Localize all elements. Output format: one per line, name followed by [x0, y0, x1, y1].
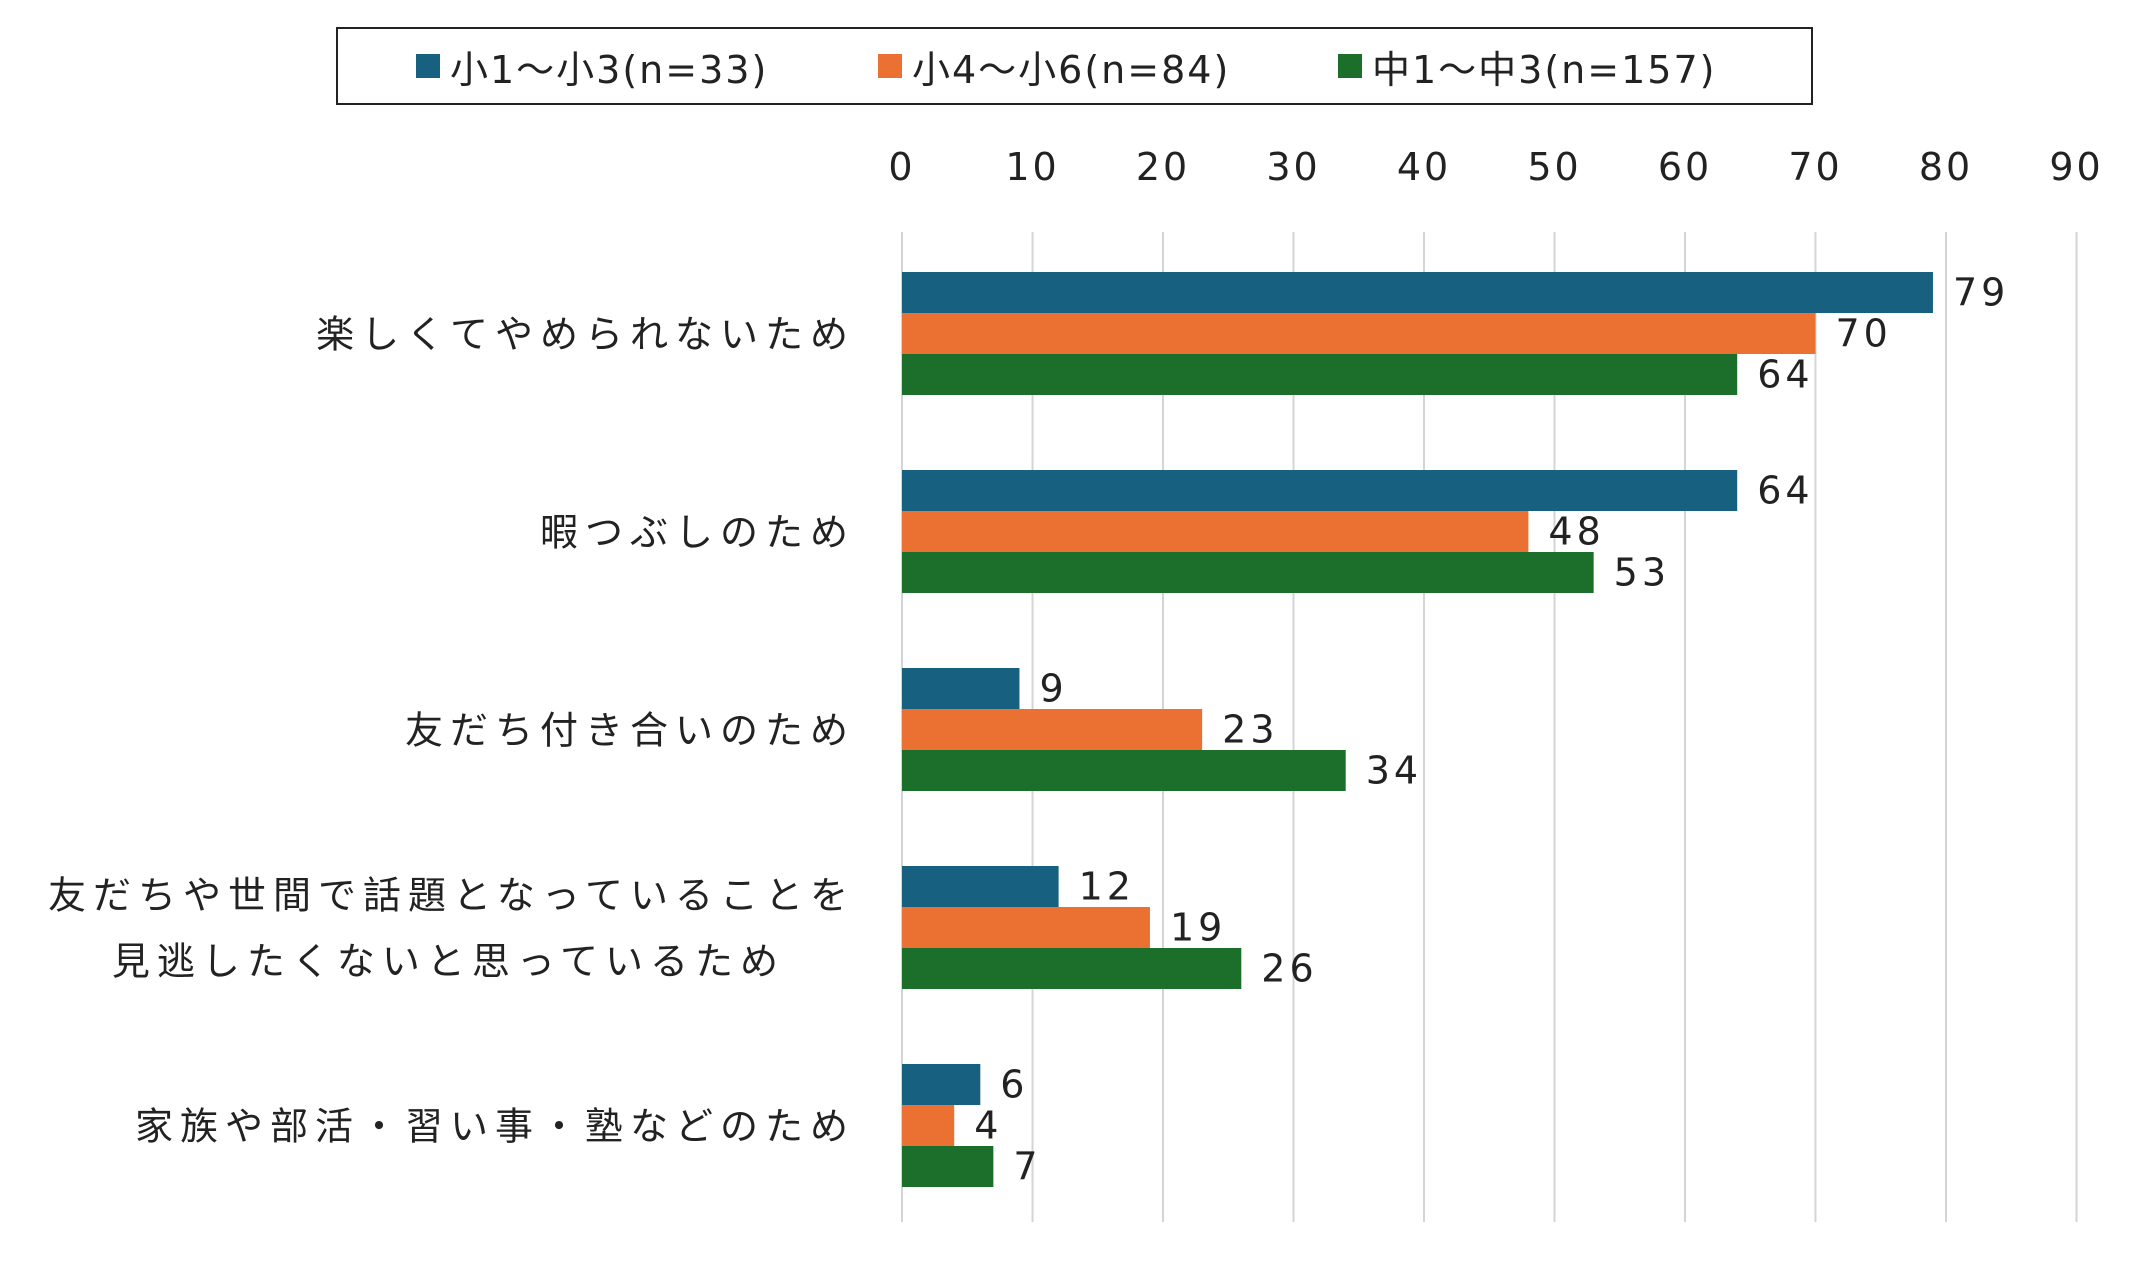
data-label-series1-cat1: 48 [1548, 510, 1604, 554]
data-label-series0-cat1: 64 [1757, 469, 1813, 513]
data-label-series2-cat2: 34 [1366, 749, 1422, 793]
legend-swatch-upper-elementary [878, 54, 902, 78]
x-tick-label-70: 70 [1788, 145, 1842, 189]
data-label-series0-cat3: 12 [1079, 865, 1135, 909]
bar-series0-cat1 [902, 470, 1738, 511]
x-tick-label-40: 40 [1397, 145, 1451, 189]
data-label-series1-cat2: 23 [1222, 708, 1278, 752]
legend: 小1～小3(n=33) 小4～小6(n=84) 中1～中3(n=157) [336, 27, 1813, 105]
x-tick-label-20: 20 [1136, 145, 1190, 189]
legend-label-lower-elementary: 小1～小3(n=33) [450, 47, 769, 92]
category-label-4: 家族や部活・習い事・塾などのため [135, 1105, 855, 1149]
bar-series0-cat3 [902, 866, 1059, 907]
data-label-series1-cat4: 4 [974, 1104, 1002, 1148]
x-tick-label-50: 50 [1527, 145, 1581, 189]
legend-item-junior-high: 中1～中3(n=157) [1338, 29, 1716, 103]
legend-item-upper-elementary: 小4～小6(n=84) [878, 29, 1230, 103]
legend-swatch-lower-elementary [416, 54, 440, 78]
data-label-series2-cat0: 64 [1757, 353, 1813, 397]
legend-item-lower-elementary: 小1～小3(n=33) [416, 29, 768, 103]
category-label-3-line-1: 見逃したくないと思っているため [112, 940, 785, 984]
bar-series2-cat3 [902, 948, 1242, 989]
data-label-series2-cat3: 26 [1261, 947, 1317, 991]
category-label-3-line-0: 友だちや世間で話題となっていることを [48, 874, 855, 918]
legend-label-junior-high: 中1～中3(n=157) [1372, 47, 1717, 92]
bar-series0-cat0 [902, 272, 1933, 313]
x-tick-label-90: 90 [2049, 145, 2103, 189]
x-tick-label-30: 30 [1266, 145, 1320, 189]
data-label-series0-cat0: 79 [1953, 271, 2009, 315]
bar-series2-cat0 [902, 354, 1738, 395]
category-label-1: 暇つぶしのため [540, 511, 855, 555]
bar-series1-cat4 [902, 1105, 955, 1146]
data-label-series0-cat4: 6 [1000, 1063, 1028, 1107]
legend-swatch-junior-high [1338, 54, 1362, 78]
category-label-2: 友だち付き合いのため [405, 709, 855, 753]
data-label-series1-cat0: 70 [1836, 312, 1892, 356]
x-tick-label-80: 80 [1919, 145, 1973, 189]
data-label-series2-cat4: 7 [1013, 1145, 1041, 1189]
bar-series0-cat4 [902, 1064, 981, 1105]
category-label-0: 楽しくてやめられないため [316, 313, 855, 357]
x-tick-label-60: 60 [1658, 145, 1712, 189]
bar-series0-cat2 [902, 668, 1020, 709]
data-label-series0-cat2: 9 [1039, 667, 1067, 711]
bar-series1-cat3 [902, 907, 1150, 948]
bar-series2-cat2 [902, 750, 1346, 791]
x-tick-label-0: 0 [888, 145, 915, 189]
bar-series1-cat0 [902, 313, 1816, 354]
bar-series2-cat1 [902, 552, 1594, 593]
data-label-series1-cat3: 19 [1170, 906, 1226, 950]
legend-label-upper-elementary: 小4～小6(n=84) [912, 47, 1231, 92]
bar-series1-cat1 [902, 511, 1529, 552]
x-tick-label-10: 10 [1005, 145, 1059, 189]
bar-series1-cat2 [902, 709, 1203, 750]
bar-series2-cat4 [902, 1146, 994, 1187]
data-label-series2-cat1: 53 [1614, 551, 1670, 595]
